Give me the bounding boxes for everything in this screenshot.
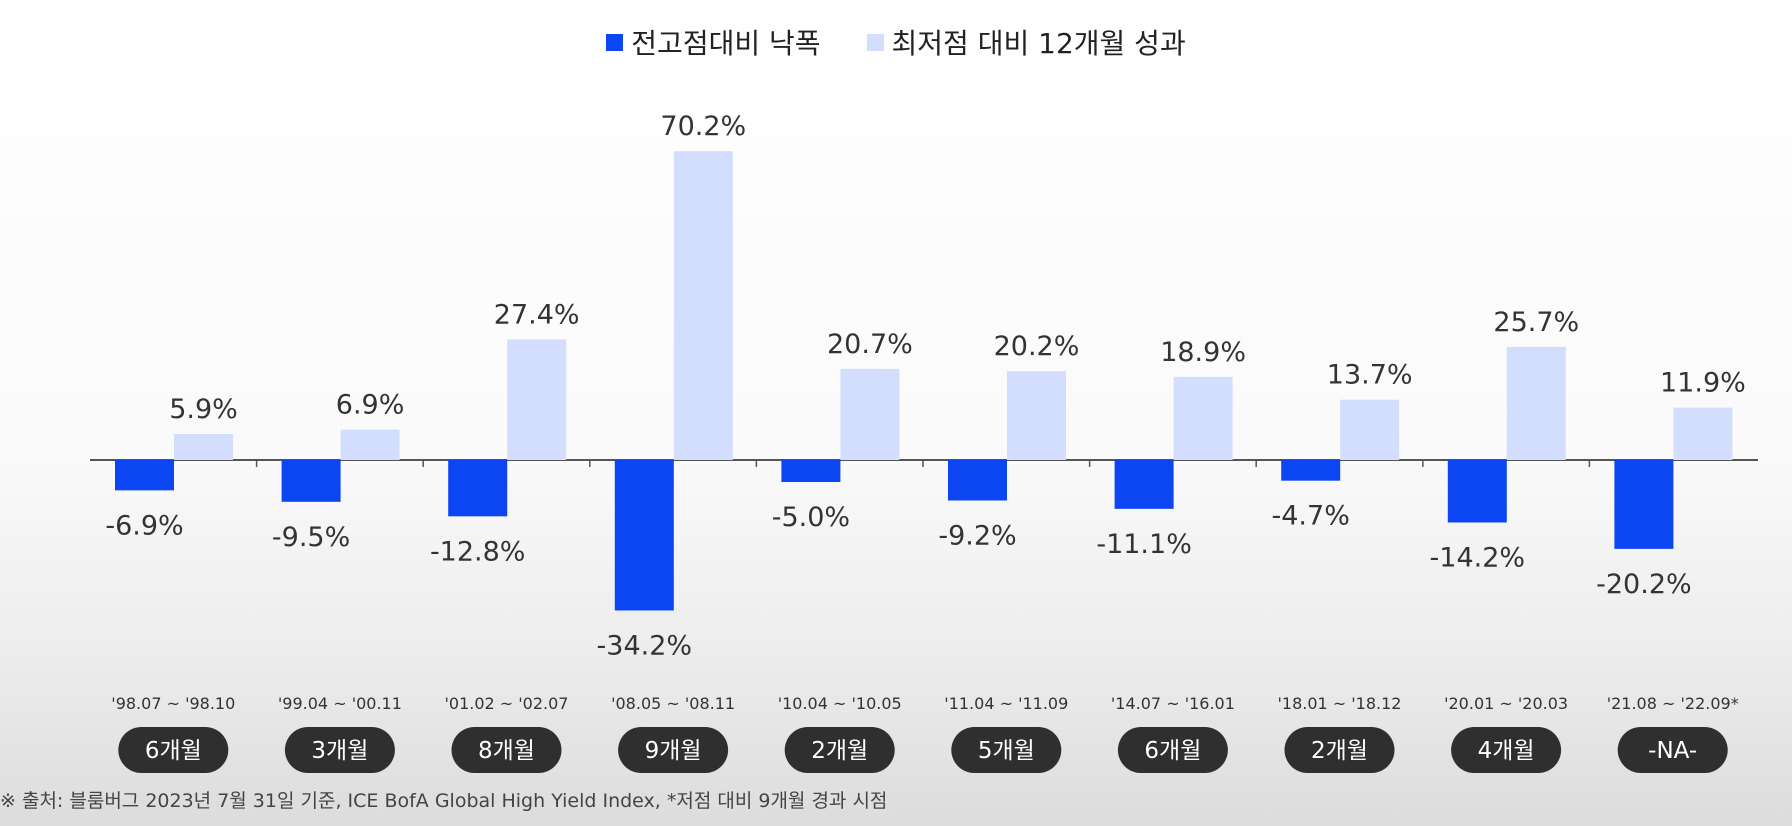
data-label-recovery: 20.7%	[827, 329, 913, 360]
bar-drawdown	[948, 460, 1007, 501]
data-label-drawdown: -4.7%	[1272, 501, 1350, 532]
duration-pill	[118, 727, 229, 773]
legend-item-drawdown: 전고점대비 낙폭	[606, 22, 821, 62]
bar-recovery	[840, 368, 900, 460]
duration-pill	[1617, 727, 1728, 773]
data-label-drawdown: -5.0%	[772, 502, 850, 533]
bar-drawdown	[281, 460, 341, 502]
data-label-recovery: 70.2%	[660, 111, 746, 142]
period-label: '20.01 ~ '20.03	[1444, 694, 1568, 713]
duration-pill-label: 2개월	[811, 738, 868, 764]
bar-drawdown	[614, 460, 674, 611]
bar-drawdown	[1447, 460, 1507, 523]
period-label: '01.02 ~ '02.07	[445, 694, 569, 713]
duration-pill	[284, 727, 395, 773]
duration-pill	[784, 727, 895, 773]
period-label: '99.04 ~ '00.11	[278, 694, 402, 713]
data-label-drawdown: -34.2%	[597, 630, 693, 661]
duration-pill	[1451, 727, 1562, 773]
bar-drawdown	[115, 460, 174, 491]
bar-drawdown	[1281, 460, 1341, 481]
data-label-recovery: 13.7%	[1327, 360, 1413, 391]
data-label-recovery: 5.9%	[169, 394, 238, 425]
data-label-drawdown: -6.9%	[105, 510, 183, 541]
period-label: '18.01 ~ '18.12	[1278, 694, 1402, 713]
period-label: '21.08 ~ '22.09*	[1607, 694, 1739, 713]
bar-recovery	[174, 434, 233, 460]
duration-pill-label: 4개월	[1478, 738, 1535, 764]
bar-drawdown	[781, 460, 841, 482]
duration-pill	[451, 727, 562, 773]
period-label: '98.07 ~ '98.10	[111, 694, 235, 713]
duration-pill-label: 8개월	[478, 738, 535, 764]
duration-pill-label: -NA-	[1648, 738, 1697, 764]
duration-pill	[1284, 727, 1395, 773]
bar-recovery	[1673, 407, 1733, 460]
legend-label-drawdown: 전고점대비 낙폭	[631, 27, 821, 60]
legend-swatch-drawdown	[606, 33, 624, 51]
data-label-drawdown: -14.2%	[1430, 542, 1526, 573]
data-label-drawdown: -11.1%	[1096, 529, 1192, 560]
bar-recovery	[1340, 399, 1400, 460]
duration-pill-label: 2개월	[1311, 738, 1368, 764]
source-footnote: ※ 출처: 블룸버그 2023년 7월 31일 기준, ICE BofA Glo…	[0, 790, 888, 812]
duration-pill-label: 6개월	[145, 738, 202, 764]
legend: 전고점대비 낙폭 최저점 대비 12개월 성과	[0, 22, 1792, 62]
data-label-recovery: 20.2%	[994, 331, 1080, 362]
bar-recovery	[340, 429, 400, 460]
duration-pill-label: 3개월	[311, 738, 368, 764]
data-label-drawdown: -20.2%	[1596, 569, 1692, 600]
data-label-drawdown: -9.5%	[272, 522, 350, 553]
duration-pill	[1117, 727, 1228, 773]
data-label-recovery: 27.4%	[494, 299, 580, 330]
bar-drawdown	[448, 460, 508, 517]
duration-pill-label: 5개월	[978, 738, 1035, 764]
bar-recovery	[507, 339, 567, 460]
duration-pill-label: 9개월	[645, 738, 702, 764]
period-label: '08.05 ~ '08.11	[611, 694, 735, 713]
period-label: '10.04 ~ '10.05	[778, 694, 902, 713]
bar-recovery	[1007, 371, 1066, 460]
bar-drawdown	[1614, 460, 1674, 549]
duration-pill	[951, 727, 1062, 773]
duration-pill-label: 6개월	[1144, 738, 1201, 764]
period-label: '11.04 ~ '11.09	[944, 694, 1068, 713]
data-label-recovery: 25.7%	[1493, 307, 1579, 338]
legend-item-recovery: 최저점 대비 12개월 성과	[866, 22, 1186, 62]
duration-pill	[618, 727, 729, 773]
data-label-recovery: 6.9%	[336, 390, 405, 421]
period-label: '14.07 ~ '16.01	[1111, 694, 1235, 713]
legend-label-recovery: 최저점 대비 12개월 성과	[891, 27, 1186, 60]
bar-recovery	[1173, 376, 1233, 460]
data-label-drawdown: -12.8%	[430, 536, 526, 567]
data-label-recovery: 18.9%	[1160, 337, 1246, 368]
bar-recovery	[673, 151, 733, 460]
bar-drawdown	[1114, 460, 1174, 509]
data-label-recovery: 11.9%	[1660, 368, 1746, 399]
bar-recovery	[1506, 346, 1566, 460]
data-label-drawdown: -9.2%	[938, 520, 1016, 551]
legend-swatch-recovery	[866, 33, 884, 51]
